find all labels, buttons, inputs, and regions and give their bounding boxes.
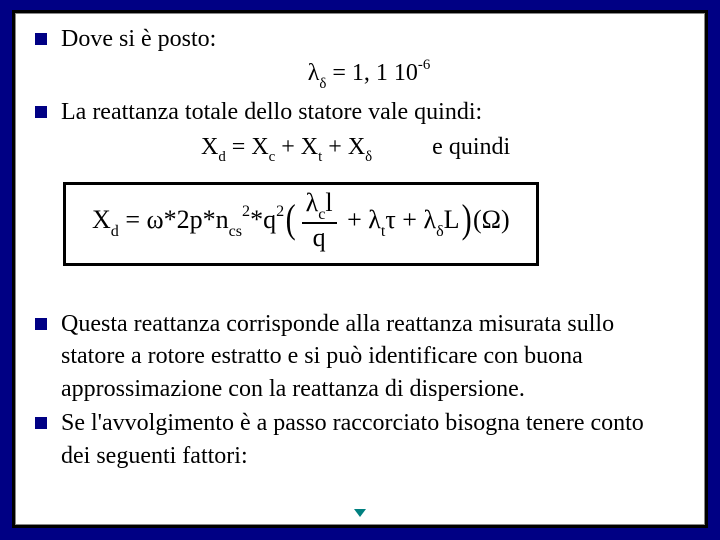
xd-plus1: + X <box>275 134 318 160</box>
box-X: X <box>92 205 111 234</box>
box-fraction: λclq <box>302 189 337 251</box>
bullet-icon <box>35 318 47 330</box>
bullet-item-4: Se l'avvolgimento è a passo raccorciato … <box>35 407 677 472</box>
box-plus-lt: + λ <box>341 205 381 234</box>
box-sq1: 2 <box>242 203 250 220</box>
box-delta: δ <box>436 223 444 240</box>
eq-lambda-sub: δ <box>319 76 326 92</box>
box-starq: *q <box>250 205 276 234</box>
xd-mid: = X <box>226 134 269 160</box>
box-cs: cs <box>229 223 242 240</box>
box-omega: = ω*2p*n <box>119 205 229 234</box>
bullet-item-2: La reattanza totale dello statore vale q… <box>35 96 677 173</box>
box-lamc: λ <box>306 188 319 217</box>
box-c: c <box>318 206 325 223</box>
xd-X1: X <box>201 134 218 160</box>
box-ohm: (Ω) <box>473 205 510 234</box>
spacer <box>35 294 677 308</box>
xd-sub-d: d <box>218 149 225 165</box>
xd-sub-delta: δ <box>365 149 372 165</box>
box-t: t <box>381 223 385 240</box>
slide-content: Dove si è posto: λδ = 1, 1 10-6 La reatt… <box>35 23 677 472</box>
eq-lambda-exp: -6 <box>418 57 430 73</box>
box-L: L <box>444 205 460 234</box>
slide-marker-icon <box>354 509 366 517</box>
box-l: l <box>325 188 332 217</box>
box-d: d <box>111 223 119 240</box>
xd-sub-t: t <box>318 149 322 165</box>
bullet-icon <box>35 33 47 45</box>
rparen-icon: ) <box>461 192 471 246</box>
slide-panel: Dove si è posto: λδ = 1, 1 10-6 La reatt… <box>12 10 708 528</box>
equation-lambda: λδ = 1, 1 10-6 <box>61 57 677 92</box>
eq-lambda-sym: λ <box>308 60 320 86</box>
bullet-2-text: La reattanza totale dello statore vale q… <box>61 96 677 128</box>
bullet-item-3: Questa reattanza corrisponde alla reatta… <box>35 308 677 405</box>
bullet-4-text: Se l'avvolgimento è a passo raccorciato … <box>61 407 677 472</box>
xd-tail: e quindi <box>432 134 510 160</box>
equation-xd-sum: Xd = Xc + Xt + Xδ e quindi <box>61 131 677 166</box>
bullet-item-1: Dove si è posto: λδ = 1, 1 10-6 <box>35 23 677 94</box>
bullet-icon <box>35 106 47 118</box>
xd-plus2: + X <box>322 134 365 160</box>
lparen-icon: ( <box>286 192 296 246</box>
eq-lambda-body: = 1, 1 10 <box>326 60 418 86</box>
xd-sub-c: c <box>269 149 276 165</box>
bullet-icon <box>35 417 47 429</box>
bullet-1-text: Dove si è posto: <box>61 23 677 55</box>
equation-boxed: Xd = ω*2p*ncs2*q2(λclq + λtτ + λδL)(Ω) <box>63 182 539 266</box>
bullet-3-text: Questa reattanza corrisponde alla reatta… <box>61 308 677 405</box>
box-tau: τ + λ <box>385 205 436 234</box>
box-sq2: 2 <box>276 203 284 220</box>
slide-frame: Dove si è posto: λδ = 1, 1 10-6 La reatt… <box>0 0 720 540</box>
box-q: q <box>302 224 337 251</box>
